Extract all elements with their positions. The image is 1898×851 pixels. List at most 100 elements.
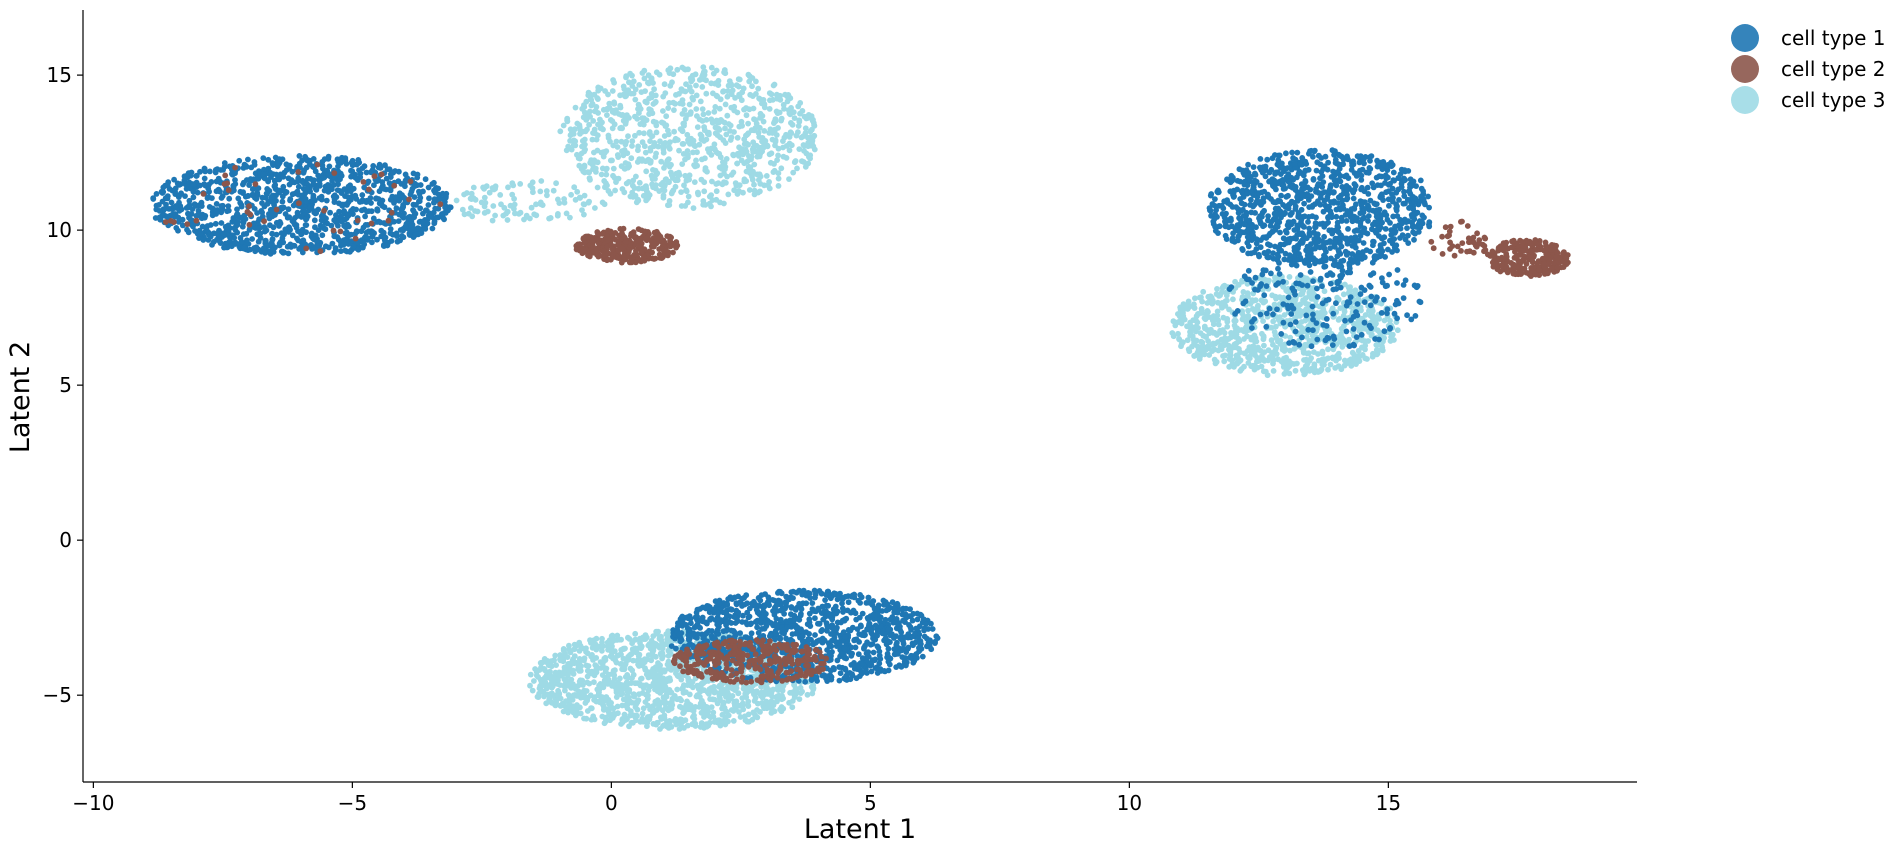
data-point: [1416, 218, 1423, 224]
data-point: [237, 199, 244, 206]
data-point: [1229, 204, 1236, 210]
data-point: [690, 149, 696, 156]
data-point: [1219, 211, 1226, 217]
data-point: [269, 213, 276, 220]
data-point: [1377, 242, 1384, 249]
data-point: [162, 219, 169, 225]
data-point: [1229, 237, 1236, 244]
data-point: [1344, 187, 1351, 194]
data-point: [672, 100, 678, 107]
data-point: [303, 222, 310, 229]
data-point: [269, 160, 276, 166]
data-point: [220, 231, 227, 238]
data-point: [651, 140, 658, 146]
data-point: [1532, 271, 1539, 278]
data-point: [257, 230, 264, 237]
data-point: [605, 237, 611, 244]
data-point: [669, 79, 675, 86]
data-point: [723, 156, 730, 162]
data-point: [1341, 323, 1347, 329]
data-point: [345, 233, 352, 239]
data-point: [511, 201, 518, 208]
data-point: [363, 169, 370, 176]
data-point: [240, 189, 247, 196]
data-point: [1275, 356, 1282, 363]
data-point: [666, 145, 673, 152]
data-point: [215, 230, 221, 237]
data-point: [358, 207, 365, 214]
data-point: [187, 170, 194, 176]
data-point: [649, 182, 656, 189]
data-point: [698, 176, 705, 183]
data-point: [209, 241, 215, 248]
data-point: [379, 179, 386, 185]
data-point: [1314, 231, 1321, 238]
data-point: [724, 93, 731, 100]
data-point: [1353, 361, 1359, 367]
data-point: [1266, 169, 1273, 176]
data-point: [1257, 213, 1263, 219]
data-point: [414, 171, 421, 178]
data-point: [303, 229, 309, 236]
data-point: [1560, 250, 1566, 257]
data-point: [1286, 370, 1293, 377]
data-point: [1251, 350, 1258, 357]
data-point: [1348, 317, 1354, 323]
data-point: [172, 211, 179, 218]
data-point: [1304, 282, 1311, 289]
data-point: [387, 226, 394, 232]
data-point: [1329, 354, 1336, 361]
data-point: [543, 188, 550, 194]
data-point: [398, 206, 405, 213]
data-point: [359, 198, 365, 205]
data-point: [1400, 200, 1407, 207]
data-point: [433, 214, 439, 221]
data-point: [1406, 188, 1413, 195]
data-point: [247, 211, 254, 218]
data-point: [775, 183, 782, 189]
data-point: [773, 108, 780, 115]
data-point: [646, 106, 653, 113]
data-point: [1294, 232, 1301, 238]
data-point: [511, 195, 517, 202]
data-point: [354, 228, 360, 235]
data-point: [539, 202, 546, 209]
data-point: [1336, 152, 1343, 159]
data-point: [1367, 302, 1374, 309]
data-point: [1376, 248, 1383, 254]
data-point: [453, 197, 460, 204]
data-point: [323, 197, 330, 204]
data-point: [599, 199, 606, 206]
data-point: [489, 185, 496, 191]
data-point: [734, 134, 741, 141]
data-point: [1389, 331, 1396, 338]
data-point: [674, 66, 681, 73]
data-point: [638, 249, 645, 256]
data-point: [1221, 342, 1227, 349]
data-point: [580, 247, 587, 253]
data-point: [1361, 319, 1368, 326]
data-point: [1313, 167, 1320, 174]
data-point: [1394, 280, 1400, 286]
data-point: [1263, 283, 1270, 289]
data-point: [1259, 169, 1266, 176]
data-point: [1359, 166, 1366, 173]
data-point: [1354, 153, 1361, 160]
data-point: [734, 160, 741, 167]
data-point: [603, 171, 610, 178]
data-point: [635, 143, 641, 150]
data-point: [275, 187, 282, 194]
data-point: [797, 110, 803, 117]
data-point: [529, 179, 536, 186]
data-point: [736, 91, 742, 98]
data-point: [746, 106, 753, 113]
data-point: [1348, 206, 1355, 213]
data-point: [308, 242, 314, 248]
data-point: [481, 210, 488, 216]
data-point: [1408, 212, 1415, 218]
data-point: [1305, 219, 1311, 225]
data-point: [1410, 223, 1416, 229]
data-point: [315, 176, 322, 183]
points-layer: [150, 64, 1571, 732]
data-point: [563, 147, 570, 154]
